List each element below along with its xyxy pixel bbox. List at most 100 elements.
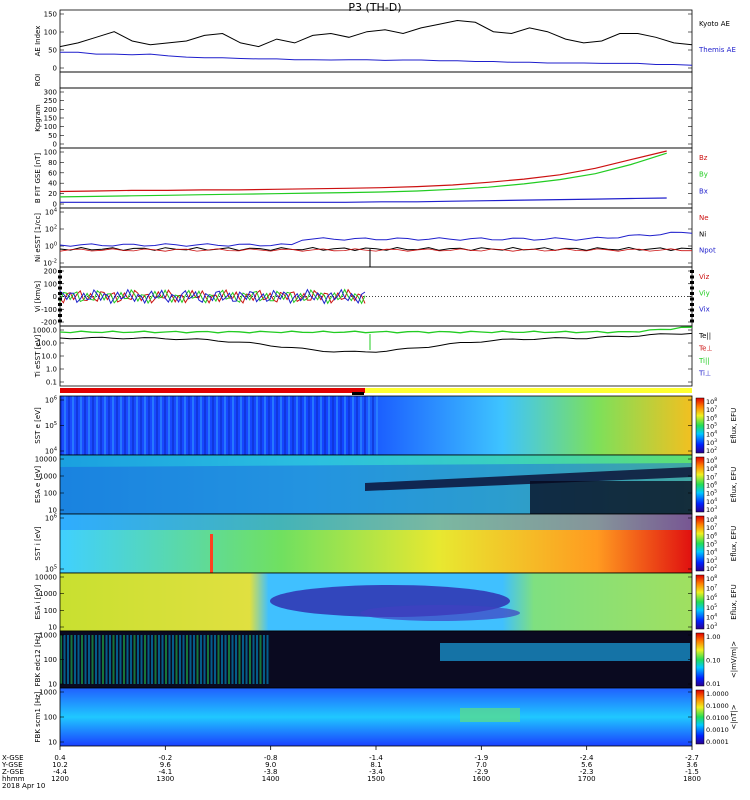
stripe bbox=[96, 396, 98, 455]
plot-title: P3 (TH-D) bbox=[348, 1, 402, 14]
stripe bbox=[112, 635, 115, 684]
stripe bbox=[200, 396, 202, 455]
stripe bbox=[160, 396, 162, 455]
stripe bbox=[260, 396, 262, 455]
stripe bbox=[144, 635, 146, 684]
stripe bbox=[91, 635, 94, 684]
stripe bbox=[105, 635, 108, 684]
stripe bbox=[284, 396, 286, 455]
series-vi-1 bbox=[59, 288, 366, 305]
xtick-x-0: 0.4 bbox=[54, 754, 66, 762]
xtick-hhmm-0: 1200 bbox=[51, 775, 69, 783]
legend-3-1: By bbox=[699, 171, 708, 179]
stripe bbox=[67, 635, 69, 684]
gap-mark bbox=[690, 275, 694, 279]
stripe bbox=[179, 635, 181, 684]
stripe bbox=[272, 396, 274, 455]
stripe bbox=[200, 635, 202, 684]
stripe bbox=[80, 396, 82, 455]
stripe bbox=[252, 396, 254, 455]
stripe bbox=[188, 396, 190, 455]
legend-0-1: Themis AE bbox=[698, 46, 736, 54]
xtick-z-6: -1.5 bbox=[685, 768, 699, 776]
stripe bbox=[336, 396, 338, 455]
panel-frame-1 bbox=[59, 71, 693, 89]
ytick-6-3: 1.0 bbox=[46, 366, 57, 374]
ytick-10-1: 1000 bbox=[39, 590, 57, 598]
cbtick-8-1: 108 bbox=[706, 464, 717, 473]
stripe bbox=[288, 396, 290, 455]
stripe bbox=[210, 635, 213, 684]
stripe bbox=[186, 635, 188, 684]
xtick-z-5: -2.3 bbox=[580, 768, 594, 776]
stripe bbox=[196, 396, 198, 455]
stripe bbox=[224, 396, 226, 455]
ytick-12-1: 100 bbox=[44, 714, 57, 722]
ytick-2-6: 0 bbox=[53, 141, 57, 149]
cbtick-9-1: 107 bbox=[706, 523, 717, 532]
gap-mark bbox=[690, 281, 694, 284]
stripe bbox=[240, 396, 242, 455]
colorbar-8 bbox=[695, 456, 705, 513]
stripe bbox=[220, 396, 222, 455]
xtick-hhmm-2: 1400 bbox=[262, 775, 280, 783]
ylabel-3: B FIT GSE [nT] bbox=[34, 153, 42, 204]
cbtick-8-4: 105 bbox=[706, 489, 717, 498]
stripe bbox=[221, 635, 223, 684]
stripe bbox=[119, 635, 122, 684]
stripe bbox=[63, 635, 66, 684]
xtick-x-4: -1.9 bbox=[474, 754, 488, 762]
mode-bar-fast bbox=[365, 388, 692, 393]
legend-5-1: Viy bbox=[699, 289, 710, 297]
ylabel-6: Ti eSST [eV] bbox=[34, 334, 42, 378]
gap-mark bbox=[690, 319, 694, 323]
stripe bbox=[140, 396, 142, 455]
stripe bbox=[176, 396, 178, 455]
stripe bbox=[193, 635, 195, 684]
cbtick-8-5: 104 bbox=[706, 497, 717, 506]
stripe bbox=[156, 396, 158, 455]
stripe bbox=[348, 396, 350, 455]
stripe bbox=[84, 396, 86, 455]
stripe bbox=[140, 635, 143, 684]
stripe bbox=[109, 635, 111, 684]
ytick-2-3: 150 bbox=[44, 115, 57, 123]
series-te bbox=[59, 332, 693, 353]
cbtick-10-0: 108 bbox=[706, 574, 717, 583]
cbtick-12-1: 0.1000 bbox=[706, 702, 729, 710]
stripe bbox=[276, 396, 278, 455]
colorbar-9 bbox=[695, 515, 705, 572]
ytick-2-1: 250 bbox=[44, 97, 57, 105]
cbtick-9-2: 106 bbox=[706, 531, 717, 540]
stripe bbox=[184, 396, 186, 455]
ytick-2-2: 200 bbox=[44, 106, 57, 114]
legend-6-2: Ti|| bbox=[698, 357, 710, 365]
legend-4-0: Ne bbox=[699, 214, 709, 222]
xtick-y-0: 10.2 bbox=[52, 761, 68, 769]
cbtick-7-1: 107 bbox=[706, 405, 717, 414]
stripe bbox=[161, 635, 164, 684]
cbtick-7-0: 108 bbox=[706, 397, 717, 406]
band bbox=[530, 481, 692, 514]
ytick-7-2: 104 bbox=[45, 447, 57, 456]
series-ae-0 bbox=[59, 19, 693, 48]
stripe bbox=[252, 635, 255, 684]
xtick-y-2: 9.0 bbox=[265, 761, 276, 769]
ylabel-1: ROI bbox=[34, 74, 42, 86]
ytick-3-1: 80 bbox=[48, 159, 57, 167]
stripe bbox=[152, 396, 154, 455]
gap-mark bbox=[58, 308, 62, 312]
ytick-12-0: 1000 bbox=[39, 689, 57, 697]
stripe bbox=[92, 396, 94, 455]
stripe bbox=[352, 396, 354, 455]
stripe bbox=[168, 635, 171, 684]
stripe bbox=[207, 635, 209, 684]
gap-mark bbox=[690, 292, 694, 295]
ytick-0-1: 100 bbox=[44, 29, 57, 37]
legend-6-0: Te|| bbox=[698, 332, 711, 340]
stripe bbox=[344, 396, 346, 455]
legend-4-1: Ni bbox=[699, 230, 706, 238]
ytick-9-0: 106 bbox=[45, 514, 57, 523]
